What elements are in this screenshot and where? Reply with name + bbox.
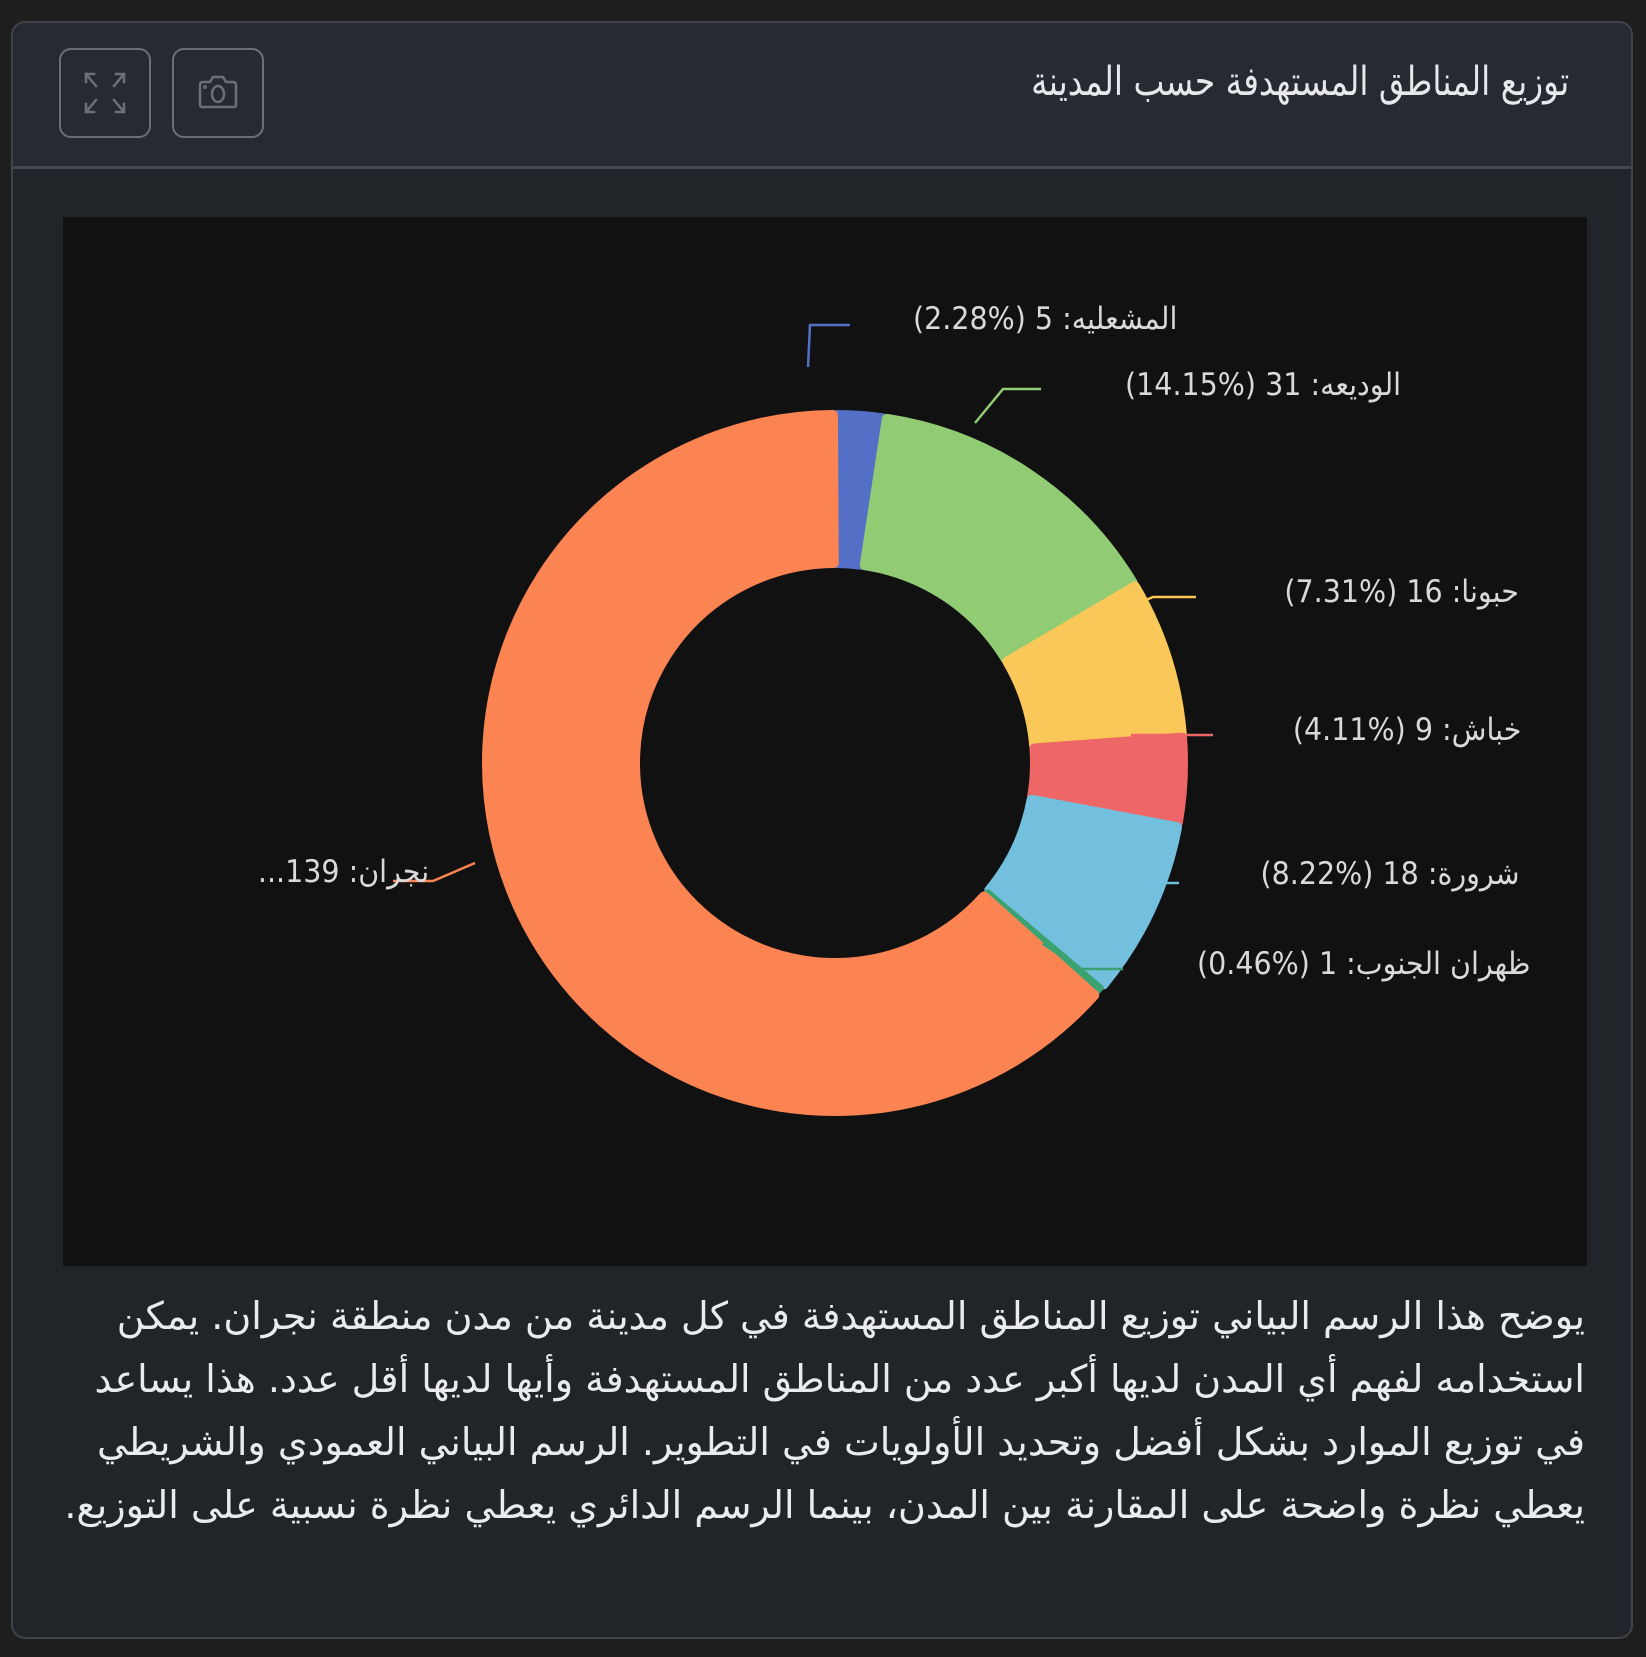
fullscreen-button[interactable] (59, 48, 151, 138)
chart-card: توزيع المناطق المستهدفة حسب المدينة المش… (11, 21, 1633, 1639)
label-khubash: خباش: 9 (%4.11) (1292, 712, 1521, 748)
label-dhahran: ظهران الجنوب: 1 (%0.46) (1196, 946, 1531, 982)
label-mishaliya: المشعليه: 5 (%2.28) (912, 301, 1177, 337)
leader-line-najran (393, 861, 476, 883)
donut-chart: المشعليه: 5 (%2.28) الوديعه: 31 (%14.15)… (63, 217, 1587, 1266)
label-sharurah: شرورة: 18 (%8.22) (1260, 856, 1520, 892)
slice-najran[interactable] (482, 410, 1100, 1116)
card-title: توزيع المناطق المستهدفة حسب المدينة (1030, 59, 1570, 105)
leader-line-sharurah (1102, 865, 1179, 885)
leader-line-mishaliya (806, 323, 850, 368)
card-header: توزيع المناطق المستهدفة حسب المدينة (13, 23, 1631, 169)
slice-sharurah[interactable] (984, 794, 1183, 990)
leader-line-wadiah (974, 387, 1041, 424)
donut-chart-svg (393, 323, 1213, 1116)
screenshot-button[interactable] (172, 48, 264, 138)
camera-icon (198, 75, 238, 109)
chart-description: يوضح هذا الرسم البياني توزيع المناطق الم… (64, 1294, 1585, 1527)
slice-wadiah[interactable] (859, 413, 1138, 665)
leader-line-dhahran (1042, 942, 1123, 971)
label-hubuna: حبونا: 16 (%7.31) (1284, 574, 1519, 610)
expand-arrows-icon (84, 72, 126, 114)
leader-line-hubuna (1119, 595, 1196, 613)
label-wadiah: الوديعه: 31 (%14.15) (1124, 367, 1401, 403)
label-najran: نجران: 139... (257, 854, 429, 890)
